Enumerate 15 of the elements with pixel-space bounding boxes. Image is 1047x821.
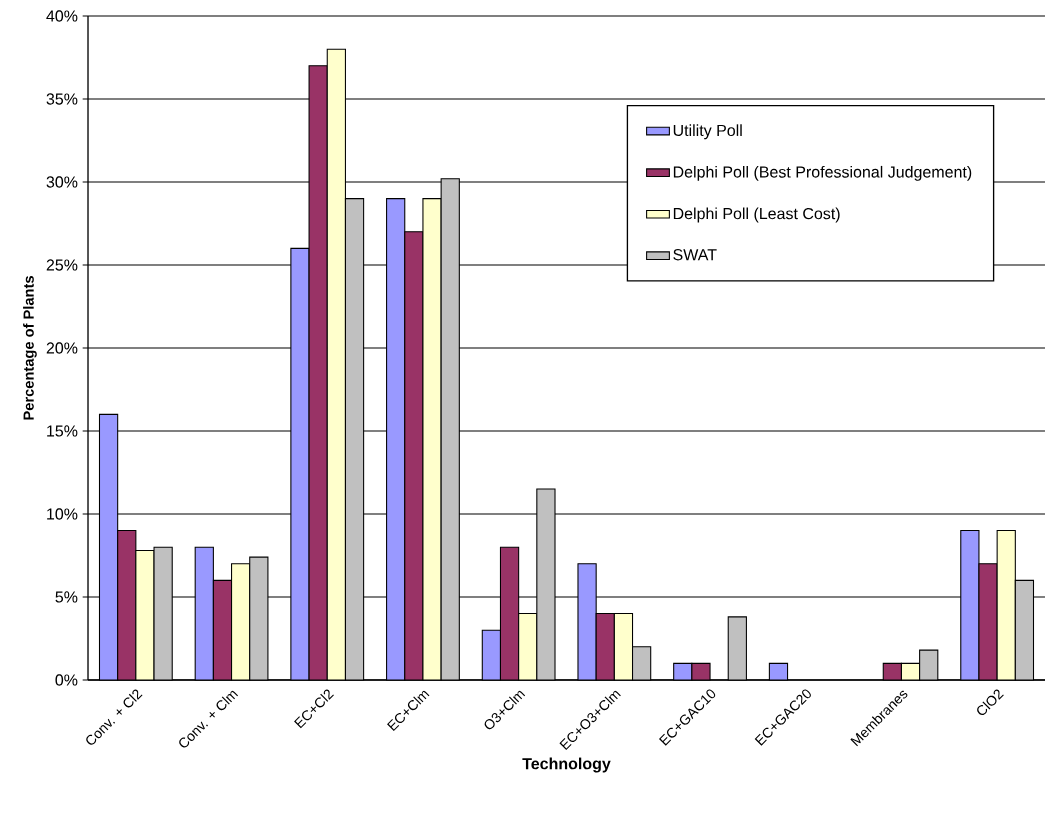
y-tick-label: 5% — [55, 591, 78, 603]
y-tick-label: 30% — [46, 176, 78, 188]
legend-label: Utility Poll — [673, 124, 742, 140]
legend-label: SWAT — [673, 249, 717, 261]
y-tick-label: 25% — [46, 259, 78, 271]
y-tick-label: 15% — [47, 425, 78, 437]
y-tick-label: 40% — [46, 10, 78, 22]
legend-label: Delphi Poll (Least Cost) — [673, 207, 840, 223]
y-tick-label: 35% — [46, 93, 78, 105]
legend-label: Delphi Poll (Best Professional Judgement) — [673, 165, 972, 181]
y-tick-label: 20% — [46, 342, 78, 354]
y-axis-title: Percentage of Plants — [23, 276, 37, 420]
y-tick-label: 10% — [47, 508, 78, 520]
y-tick-label: 0% — [55, 674, 78, 686]
x-axis-title: Technology — [522, 757, 611, 773]
